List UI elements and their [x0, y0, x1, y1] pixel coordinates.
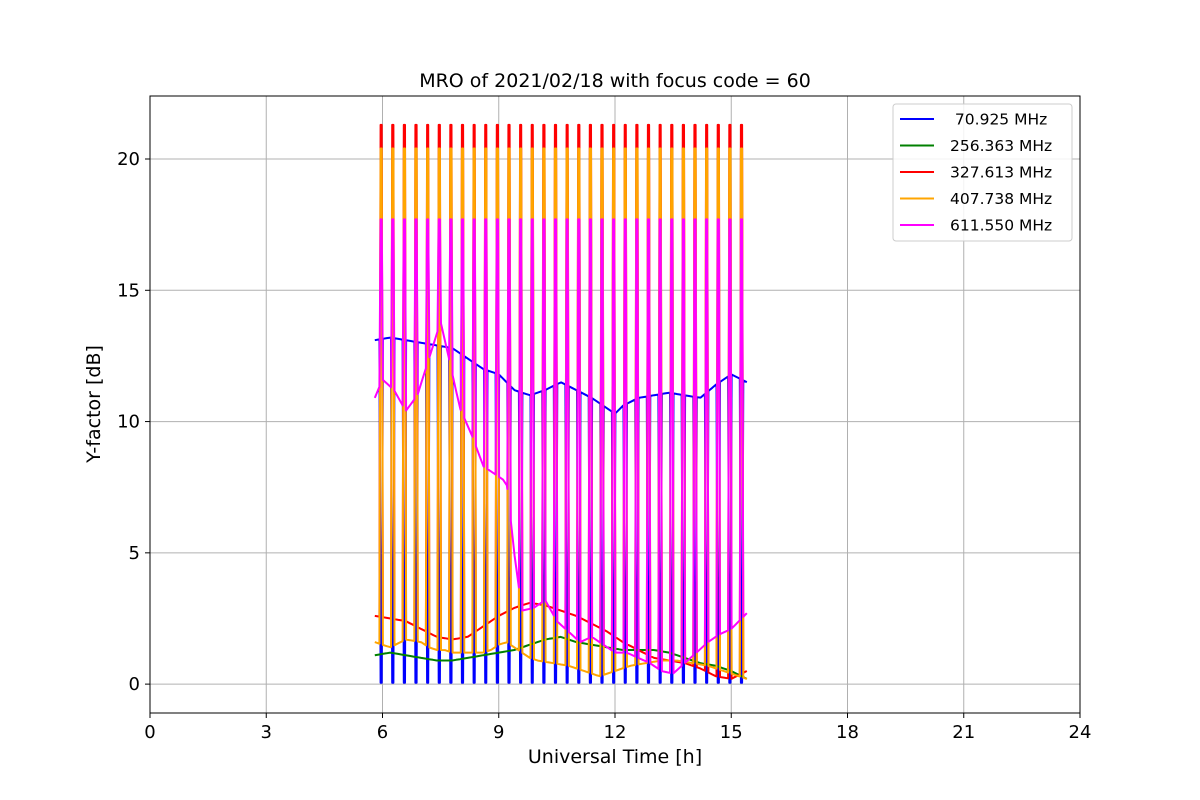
- chart-title: MRO of 2021/02/18 with focus code = 60: [419, 70, 811, 92]
- legend-label: 611.550 MHz: [950, 217, 1052, 235]
- legend-box: [892, 103, 1073, 242]
- legend-label: 327.613 MHz: [950, 164, 1052, 182]
- x-tick-label: 6: [377, 722, 388, 743]
- legend-entries: 70.925 MHz 256.363 MHz 327.613 MHz 407.738 …: [900, 111, 1052, 235]
- x-tick-label: 21: [952, 722, 975, 743]
- series-line: [373, 218, 748, 675]
- x-tick-label: 15: [720, 722, 743, 743]
- x-tick-label: 18: [836, 722, 859, 743]
- x-tick-label: 9: [493, 722, 504, 743]
- y-axis-label: Y-factor [dB]: [83, 345, 105, 464]
- x-axis-label: Universal Time [h]: [528, 746, 702, 768]
- series-lines: [373, 123, 748, 684]
- y-tick-label: 15: [117, 280, 140, 301]
- legend-label: 407.738 MHz: [950, 190, 1052, 208]
- y-tick-label: 5: [129, 543, 140, 564]
- x-tick-label: 12: [604, 722, 627, 743]
- x-tick-label: 0: [144, 722, 155, 743]
- y-tick-label: 10: [117, 412, 140, 433]
- series-line: [374, 147, 748, 680]
- legend-label: 70.925 MHz: [950, 111, 1047, 129]
- legend: 70.925 MHz 256.363 MHz 327.613 MHz 407.738 …: [892, 103, 1073, 242]
- x-tick-label: 3: [261, 722, 272, 743]
- x-tick-label: 24: [1069, 722, 1092, 743]
- y-tick-label: 0: [129, 674, 140, 695]
- y-tick-label: 20: [117, 149, 140, 170]
- axis-ticks: 0 3 6 9 12 15 18 21 24 0 5 10 15 20: [117, 149, 1091, 743]
- legend-label: 256.363 MHz: [950, 137, 1052, 155]
